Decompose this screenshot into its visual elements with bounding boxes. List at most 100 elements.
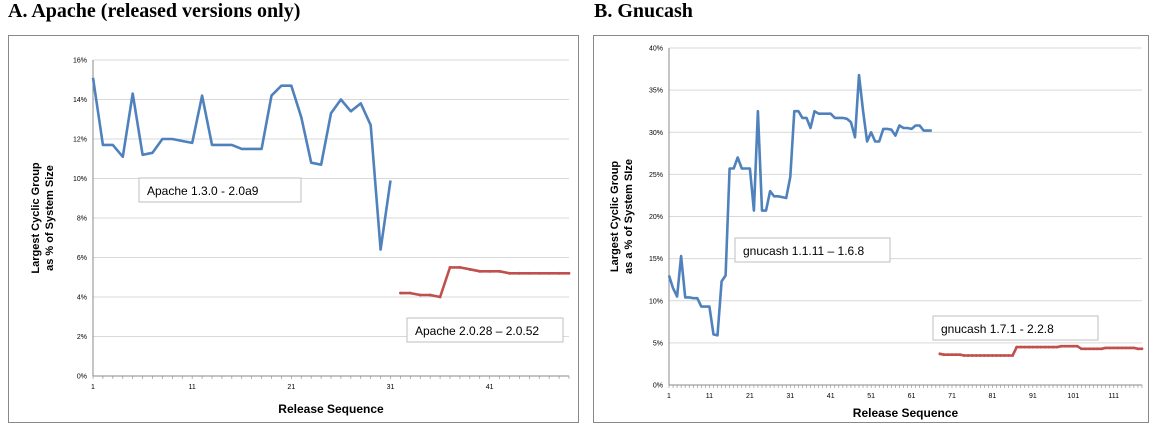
x-tick-label: 111 [1108,393,1119,400]
data-point [974,354,978,357]
x-axis-label: Release Sequence [853,406,959,420]
y-tick-label: 10% [649,298,663,305]
x-tick-label: 71 [948,393,956,400]
series-label-box [734,237,891,263]
data-point [982,354,986,357]
data-point [1096,347,1099,351]
series-label: Apache 1.3.0 - 2.0a9 [147,184,259,198]
data-point [1075,344,1079,348]
x-tick-label: 31 [786,393,794,400]
x-axis-label: Release Sequence [278,402,384,416]
data-point [1015,345,1019,349]
data-point [1112,346,1116,350]
series-label: gnucash 1.1.11 – 1.6.8 [743,244,865,258]
series-label: Apache 2.0.28 – 2.0.52 [415,324,539,338]
x-tick-label: 41 [486,384,494,391]
x-tick-label: 1 [91,384,95,391]
data-point [954,353,958,357]
data-point [1035,345,1039,349]
series-label-box [932,315,1099,341]
data-point [958,353,962,357]
y-tick-label: 25% [649,172,663,179]
y-tick-label: 0% [77,374,87,381]
y-tick-label: 30% [649,130,663,137]
x-tick-label: 11 [189,384,196,391]
data-point [557,271,561,275]
panel-title-gnucash: B. Gnucash [594,0,693,22]
x-tick-label: 51 [867,393,875,400]
series-line [400,266,569,299]
series-label: gnucash 1.7.1 - 2.2.8 [941,322,1054,336]
y-axis-label: as % of System Size [44,165,56,271]
data-point [1051,345,1055,349]
x-tick-label: 81 [989,393,997,400]
data-point [1140,347,1144,351]
apache-chart-frame: 0% 2% 4% 6% 8% 10% 12% 14% 16% 1 11 21 31 41 Release S… [8,35,579,423]
data-point [1023,345,1027,349]
x-tick-label: 21 [287,384,295,391]
data-point [966,354,970,357]
data-point [1027,345,1031,349]
data-point [1084,347,1087,351]
data-point [458,265,462,269]
x-tick-label: 91 [1029,393,1037,400]
x-tick-label: 1 [667,393,671,400]
data-point [1039,345,1043,349]
y-tick-label: 15% [649,256,663,263]
y-tick-label: 6% [77,255,87,262]
data-point [1116,346,1120,350]
data-point [488,269,492,273]
data-point [1003,354,1006,357]
data-point [468,267,472,271]
data-point [1019,345,1023,349]
x-tick-label: 41 [827,393,835,400]
data-point [946,353,950,357]
data-point [498,269,501,273]
data-point [1124,346,1128,350]
data-point [399,291,402,295]
data-point [408,291,412,295]
y-tick-label: 2% [77,334,87,341]
y-axis-label: Largest Cyclic Group [609,161,621,273]
y-tick-label: 10% [73,176,87,183]
data-point [995,354,998,357]
gnucash-chart-frame: 0% 5% 10% 15% 20% 25% 30% 35% 40% 1 11 21 31 41 51 61 71… [593,35,1149,423]
data-point [418,293,422,297]
data-point [962,354,966,357]
data-point [1100,347,1103,351]
data-point [518,271,521,275]
data-point [1011,354,1015,357]
data-point [428,293,432,297]
x-tick-label: 101 [1067,393,1079,400]
data-point [1059,344,1063,348]
data-point [999,354,1002,357]
data-point [991,354,994,357]
data-point [508,271,511,275]
gnucash-chart: 0%5%10%15%20%25%30%35%40%1 11 21 31 41 51 61 71… [609,46,1144,420]
series-line [667,73,932,337]
data-point [1067,344,1071,348]
data-point [1128,346,1132,350]
y-tick-label: 4% [77,295,87,302]
y-axis-label: as a % of System SIze [623,159,635,274]
y-tick-label: 20% [649,214,663,221]
series-label-box [406,317,564,343]
x-tick-label: 21 [746,393,754,400]
series-label-box [138,177,302,203]
data-point [1132,346,1136,350]
y-tick-label: 14% [73,97,87,104]
data-point [1047,345,1051,349]
y-tick-label: 16% [73,58,87,65]
x-tick-label: 31 [387,384,395,391]
data-point [986,354,990,357]
data-point [567,271,571,275]
data-point [942,353,946,357]
data-point [478,269,482,273]
y-tick-label: 35% [649,88,663,95]
x-tick-label: 61 [908,393,916,400]
data-point [1031,345,1035,349]
data-point [1007,354,1010,357]
data-point [1043,345,1047,349]
data-point [547,271,551,275]
panel-title-apache: A. Apache (released versions only) [8,0,301,22]
